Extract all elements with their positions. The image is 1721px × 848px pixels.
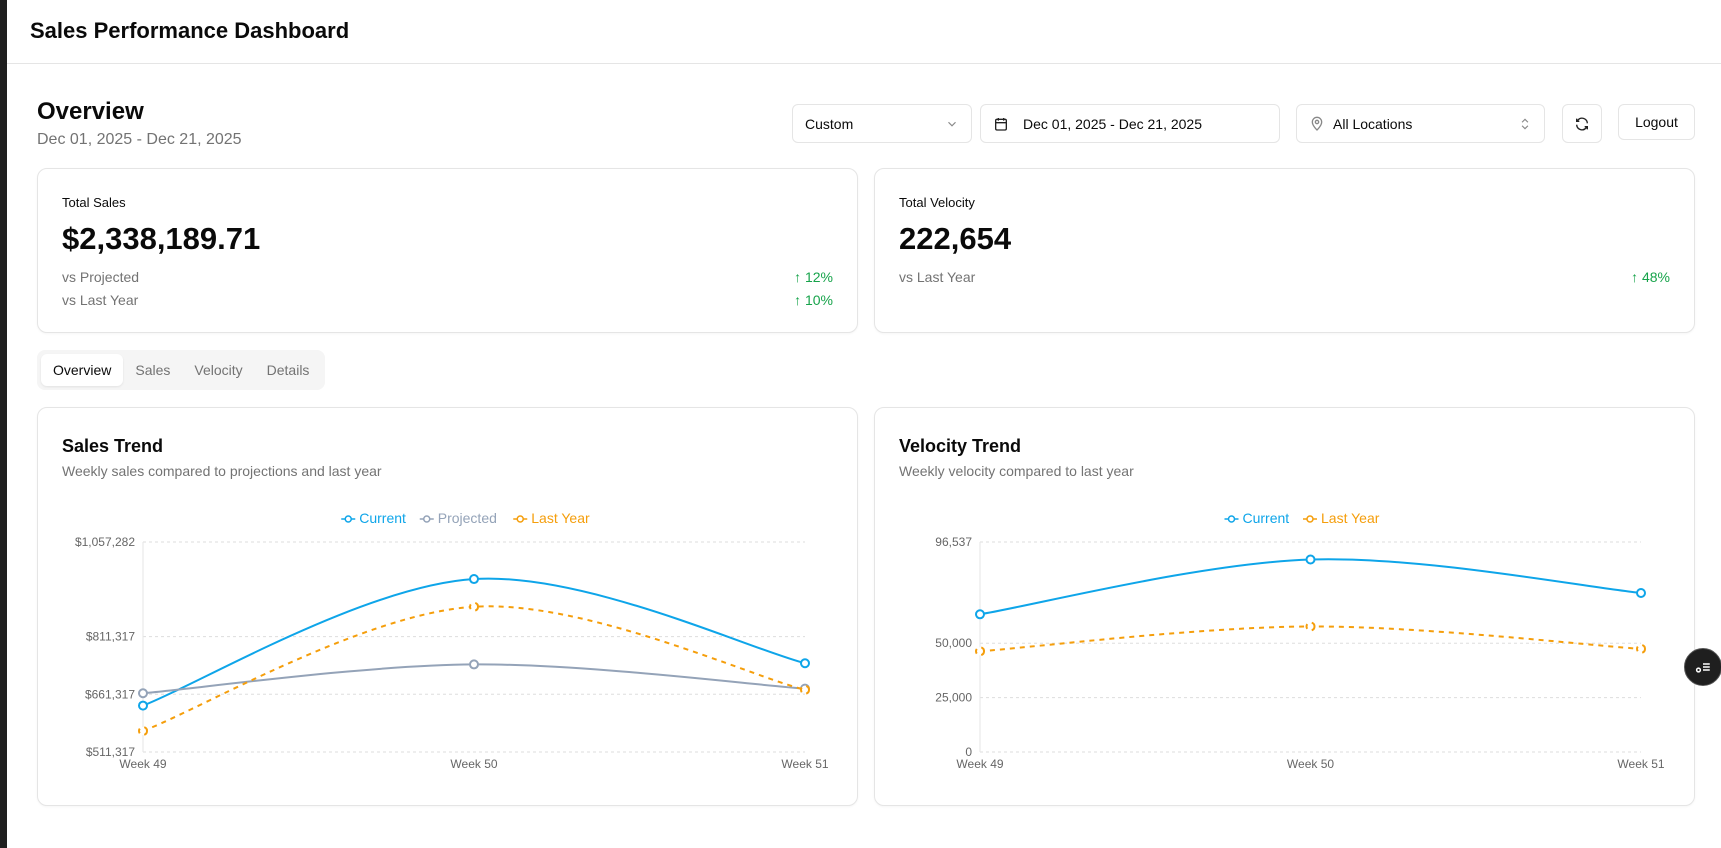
- y-tick-label: 25,000: [935, 691, 972, 705]
- period-select-value: Custom: [805, 115, 854, 132]
- chevrons-up-down-icon: [1521, 118, 1529, 129]
- legend-marker-icon: [516, 515, 524, 523]
- chart-title: Sales Trend: [62, 436, 164, 456]
- y-tick-label: 50,000: [935, 636, 972, 650]
- data-point: [138, 700, 148, 711]
- legend-marker-icon: [1227, 515, 1236, 523]
- kpi-card-total-sales: Total Sales $2,338,189.71 vs Projected ↑…: [37, 168, 858, 333]
- data-point: [975, 609, 985, 620]
- series-line-current: [979, 558, 1642, 616]
- legend-marker-icon: [344, 515, 352, 523]
- data-point: [800, 684, 810, 695]
- legend-label: Current: [359, 510, 406, 526]
- x-tick-label: Week 49: [956, 757, 1003, 771]
- y-tick-label: 0: [965, 745, 972, 759]
- y-tick-label: $811,317: [86, 630, 135, 644]
- comparison-change: ↑ 12%: [794, 269, 833, 285]
- legend-label: Current: [1243, 510, 1290, 526]
- legend-item: Projected: [419, 510, 497, 526]
- map-pin-icon: [1311, 116, 1323, 131]
- sales-trend-card: $511,317 $661,317 $811,317 $1,057,282 Week 4…: [37, 407, 858, 806]
- data-point: [1305, 554, 1316, 565]
- chart-title: Velocity Trend: [899, 436, 1022, 456]
- data-point: [975, 646, 985, 657]
- kpi-label: Total Sales: [62, 195, 126, 210]
- kpi-comparison-row: vs Last Year ↑ 48%: [899, 269, 1670, 285]
- data-point: [469, 601, 479, 612]
- x-tick-label: Week 51: [1617, 757, 1664, 771]
- kpi-comparison-row: vs Last Year ↑ 10%: [62, 292, 833, 308]
- kpi-value: $2,338,189.71: [62, 221, 261, 256]
- comparison-change: ↑ 48%: [1631, 269, 1670, 285]
- refresh-button[interactable]: [1562, 104, 1602, 143]
- sales-trend-chart: $511,317 $661,317 $811,317 $1,057,282 Week 4…: [75, 510, 829, 771]
- data-point: [1305, 621, 1316, 632]
- date-range-value: Dec 01, 2025 - Dec 21, 2025: [1023, 115, 1203, 132]
- legend-item: Current: [1224, 510, 1290, 526]
- app-title: Sales Performance Dashboard: [30, 18, 350, 43]
- chart-subtitle: Weekly sales compared to projections and…: [62, 463, 382, 479]
- data-point: [138, 688, 148, 699]
- velocity-trend-card: 0 25,000 50,000 96,537 Week 49 Week 50 Week 51…: [874, 407, 1695, 806]
- legend-item: Last Year: [513, 510, 590, 526]
- data-point: [138, 725, 148, 736]
- y-tick-label: $511,317: [86, 745, 135, 759]
- legend-label: Last Year: [1321, 510, 1380, 526]
- legend-item: Current: [341, 510, 406, 526]
- logout-label: Logout: [1635, 114, 1678, 130]
- data-point: [800, 658, 810, 669]
- chart-subtitle: Weekly velocity compared to last year: [899, 463, 1134, 479]
- y-tick-label: $661,317: [85, 687, 135, 701]
- x-tick-label: Week 49: [119, 757, 166, 771]
- series-line-last-year: [142, 605, 806, 732]
- kpi-comparison-row: vs Projected ↑ 12%: [62, 269, 833, 285]
- comparison-label: vs Projected: [62, 269, 140, 285]
- legend-marker-icon: [1306, 515, 1314, 523]
- legend-label: Last Year: [531, 510, 590, 526]
- legend-item: Last Year: [1303, 510, 1380, 526]
- date-range-picker[interactable]: Dec 01, 2025 - Dec 21, 2025: [980, 104, 1280, 143]
- series-line-current: [142, 577, 806, 707]
- data-point: [469, 659, 479, 670]
- x-tick-label: Week 51: [781, 757, 828, 771]
- tab-overview[interactable]: Overview: [41, 354, 124, 386]
- period-select[interactable]: Custom: [792, 104, 972, 143]
- comparison-label: vs Last Year: [899, 269, 976, 285]
- velocity-trend-chart: 0 25,000 50,000 96,537 Week 49 Week 50 Week 51…: [935, 510, 1665, 771]
- y-tick-label: $1,057,282: [75, 535, 135, 549]
- legend-label: Projected: [438, 510, 497, 526]
- location-select-value: All Locations: [1333, 115, 1413, 132]
- tab-velocity[interactable]: Velocity: [194, 362, 243, 378]
- floating-action-button[interactable]: [1684, 648, 1721, 686]
- kpi-label: Total Velocity: [899, 195, 975, 210]
- refresh-icon: [1576, 117, 1588, 130]
- comparison-label: vs Last Year: [62, 292, 139, 308]
- kpi-card-total-velocity: Total Velocity 222,654 vs Last Year ↑ 48…: [874, 168, 1695, 333]
- page-title: Overview: [37, 98, 144, 125]
- tab-list: Overview Sales Velocity Details: [37, 350, 325, 390]
- legend-marker-icon: [423, 515, 431, 523]
- kpi-value: 222,654: [899, 221, 1012, 256]
- tab-sales[interactable]: Sales: [135, 362, 171, 378]
- logout-button[interactable]: Logout: [1618, 104, 1695, 140]
- calendar-icon: [995, 117, 1007, 131]
- toggle-list-icon: [1695, 663, 1710, 673]
- comparison-change: ↑ 10%: [794, 292, 833, 308]
- y-tick-label: 96,537: [935, 535, 972, 549]
- app-header: Sales Performance Dashboard: [7, 0, 1721, 64]
- data-point: [1636, 587, 1646, 598]
- x-tick-label: Week 50: [1287, 757, 1334, 771]
- data-point: [469, 574, 479, 585]
- tab-details[interactable]: Details: [266, 362, 310, 378]
- location-select[interactable]: All Locations: [1296, 104, 1545, 143]
- window-edge: [0, 0, 7, 848]
- page-date-range: Dec 01, 2025 - Dec 21, 2025: [37, 131, 242, 148]
- chevron-down-icon: [948, 121, 956, 127]
- x-tick-label: Week 50: [450, 757, 497, 771]
- data-point: [1636, 643, 1646, 654]
